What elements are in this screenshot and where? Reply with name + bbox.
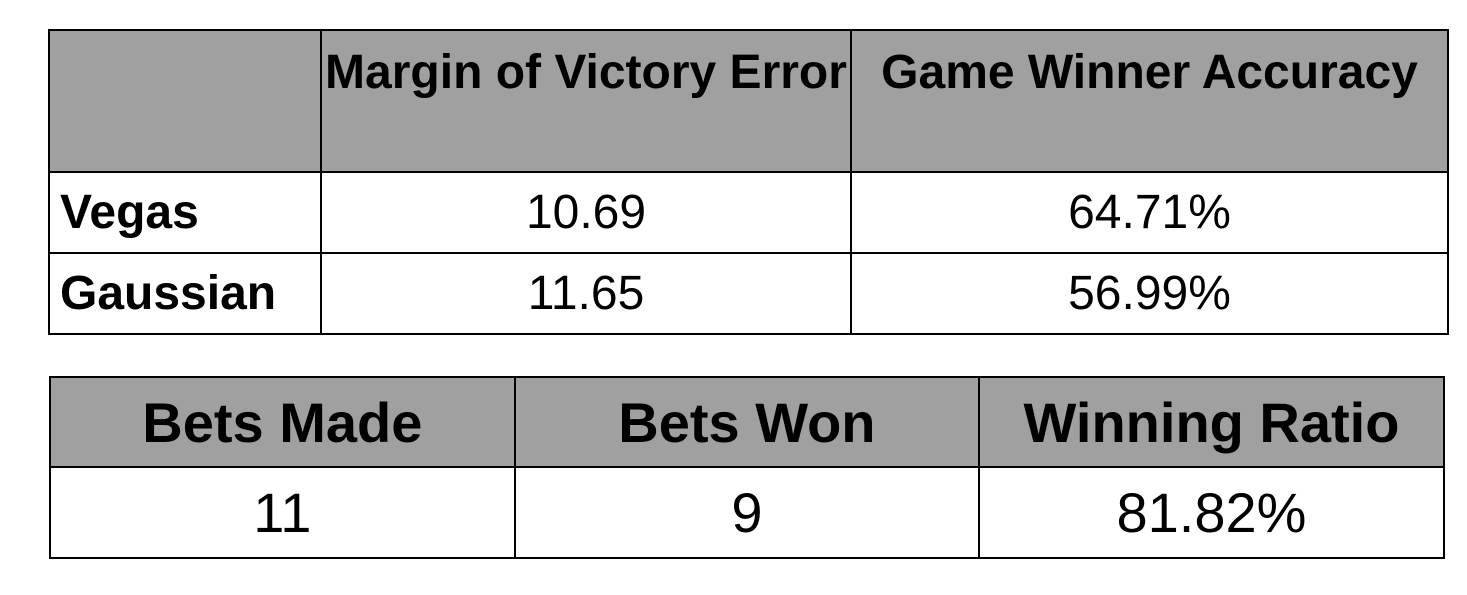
bets-won-value: 9 [513, 466, 981, 559]
winning-ratio-value: 81.82% [978, 466, 1445, 559]
header-bets-won: Bets Won [513, 376, 981, 468]
row-label-vegas: Vegas [48, 171, 322, 254]
header-margin-of-victory-error: Margin of Victory Error [320, 29, 852, 173]
vegas-margin-error: 10.69 [320, 171, 852, 254]
header-bets-made: Bets Made [49, 376, 516, 468]
results-header-row: Margin of Victory Error Game Winner Accu… [48, 29, 1449, 173]
row-label-gaussian: Gaussian [48, 252, 322, 335]
vegas-winner-accuracy: 64.71% [850, 171, 1449, 254]
gaussian-winner-accuracy: 56.99% [850, 252, 1449, 335]
header-game-winner-accuracy: Game Winner Accuracy [850, 29, 1449, 173]
gaussian-margin-error: 11.65 [320, 252, 852, 335]
table-row: 11 9 81.82% [49, 466, 1445, 559]
table-row: Gaussian 11.65 56.99% [48, 252, 1449, 335]
bets-header-row: Bets Made Bets Won Winning Ratio [49, 376, 1445, 468]
results-table: Margin of Victory Error Game Winner Accu… [48, 29, 1449, 335]
header-winning-ratio: Winning Ratio [978, 376, 1445, 468]
results-header-corner [48, 29, 322, 173]
bets-made-value: 11 [49, 466, 516, 559]
bets-table: Bets Made Bets Won Winning Ratio 11 9 81… [49, 376, 1445, 559]
table-row: Vegas 10.69 64.71% [48, 171, 1449, 254]
